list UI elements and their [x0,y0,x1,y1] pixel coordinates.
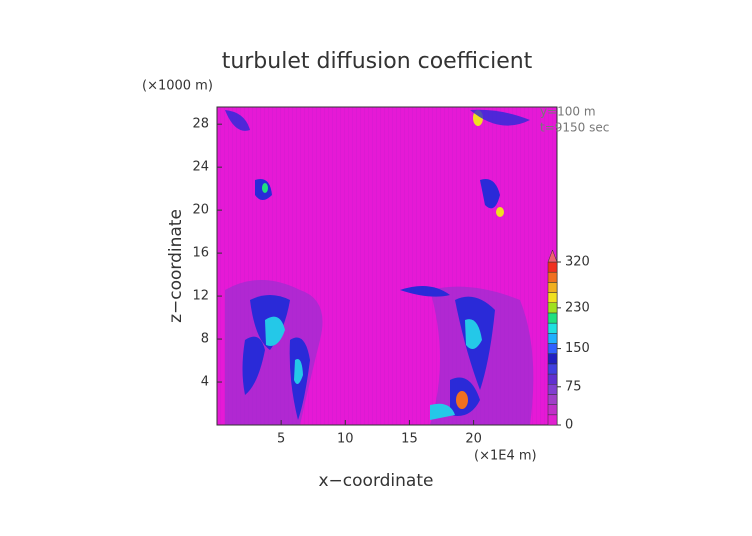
chart-title: turbulet diffusion coefficient [222,49,533,74]
colorbar-segment [547,312,558,324]
colorbar-segment [547,302,558,314]
x-tick-label: 5 [277,432,285,447]
colorbar-tick-label: 0 [565,418,573,433]
colorbar-segment [547,282,558,293]
colorbar-segment [547,394,558,405]
x-unit: (×1E4 m) [474,449,537,464]
y-tick-label: 28 [192,117,209,132]
annotation: y=100 m [540,105,596,119]
x-axis-label: x−coordinate [319,471,434,491]
colorbar-segment [547,373,558,385]
field [217,107,557,425]
y-unit: (×1000 m) [142,79,213,94]
y-tick-label: 8 [201,332,209,347]
colorbar-tick-label: 320 [565,255,590,270]
colorbar-segment [547,261,558,273]
colorbar-segment [547,353,558,365]
colorbar-segment [547,333,558,344]
colorbar-segment [547,343,558,354]
y-tick-label: 12 [192,289,209,304]
colorbar-segment [547,322,558,334]
colorbar-tick-label: 75 [565,379,582,394]
colorbar-segment [547,414,558,426]
colorbar-extend [547,249,558,263]
colorbar-tick-label: 230 [565,300,590,315]
colorbar-tick-label: 150 [565,341,590,356]
colorbar-segment [547,404,558,416]
y-tick-label: 20 [192,203,209,218]
x-tick-label: 15 [401,432,418,447]
x-tick-label: 20 [465,432,482,447]
annotation: t=9150 sec [540,121,609,135]
colorbar-segment [547,292,558,303]
y-tick-label: 16 [192,246,209,261]
colorbar-segment [547,271,558,283]
colorbar-segment [547,384,558,395]
x-tick-label: 10 [337,432,354,447]
y-tick-label: 4 [201,375,209,390]
y-axis-label: z−coordinate [166,209,186,323]
colorbar-segment [547,363,558,375]
y-tick-label: 24 [192,160,209,175]
